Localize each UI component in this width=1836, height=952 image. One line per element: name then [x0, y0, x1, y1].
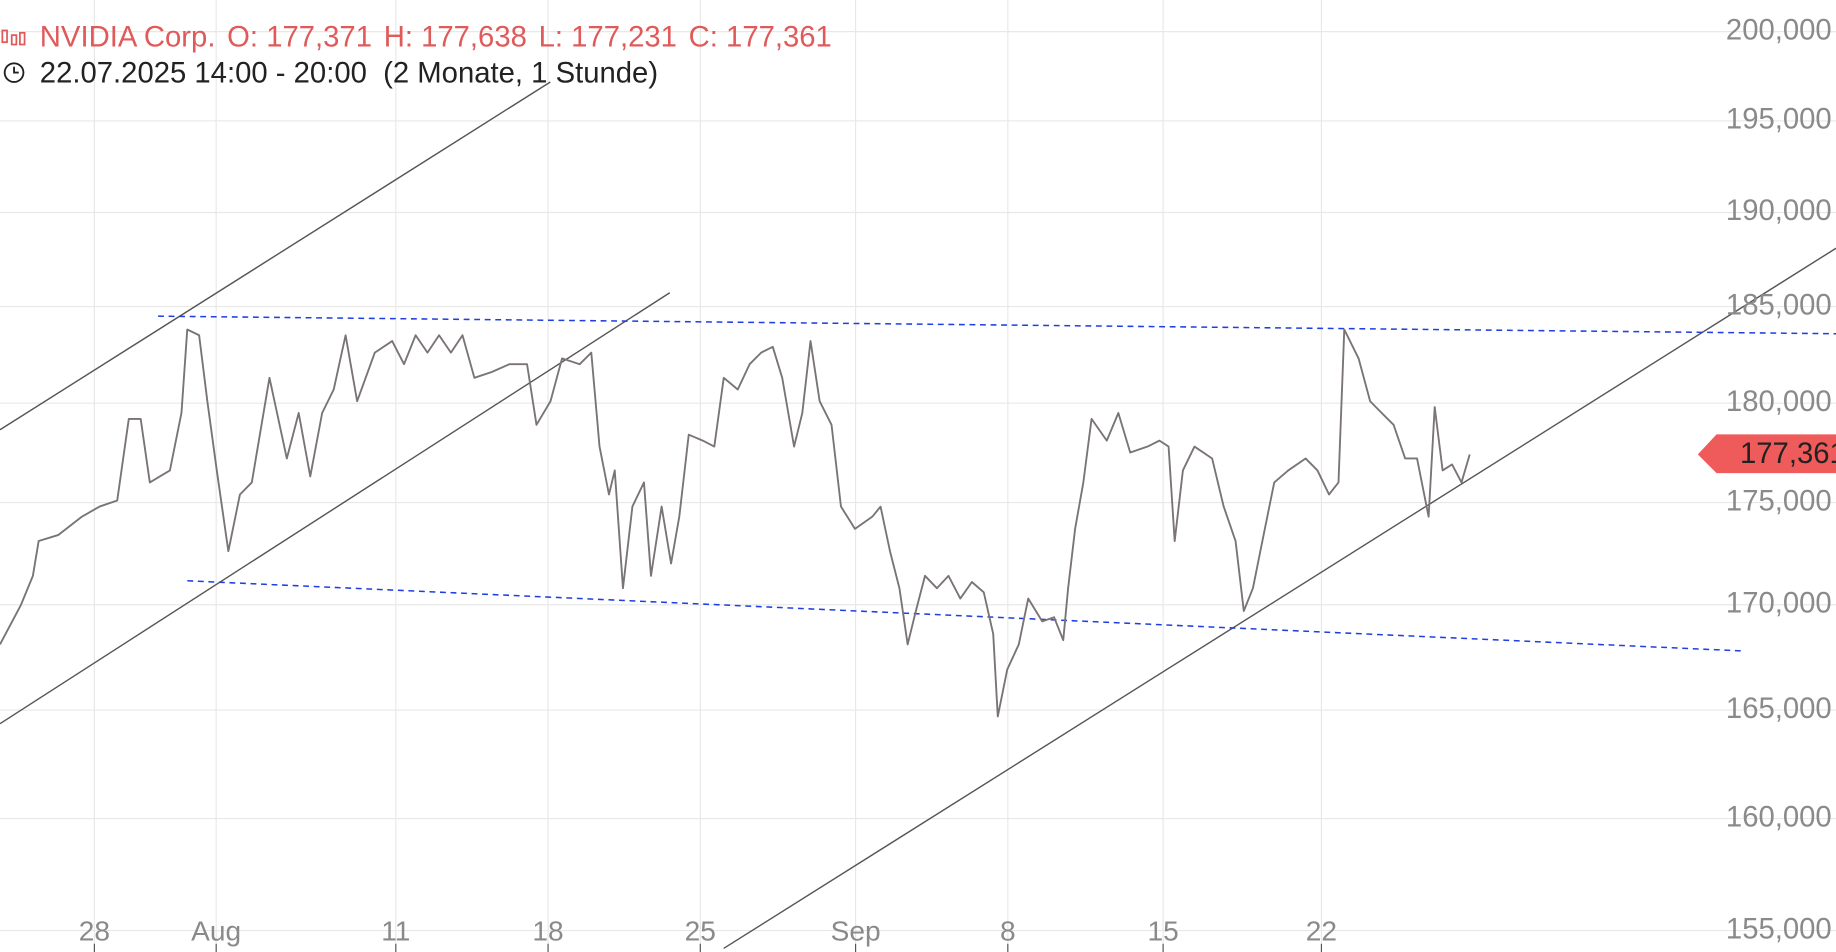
- plot: [0, 328, 1471, 718]
- y-tick-label: 180,000: [1726, 386, 1832, 418]
- x-tick-label: Aug: [191, 916, 241, 947]
- clock-icon: [3, 62, 25, 83]
- x-tick-label: 25: [685, 916, 716, 947]
- ohlc-value: O: 177,371: [227, 21, 372, 53]
- clock-hand: [13, 66, 19, 74]
- channel-line: [0, 292, 671, 725]
- header: NVIDIA Corp. O: 177,371 H: 177,638 L: 177,2…: [1, 21, 832, 90]
- x-tick-label: 18: [532, 916, 563, 947]
- drawings: [0, 81, 1836, 950]
- subtitle: 22.07.2025 14:00 - 20:00 (2 Monate, 1 St…: [40, 58, 658, 90]
- price-tag: [1697, 434, 1836, 474]
- x-tick-label: Sep: [831, 916, 881, 947]
- y-tick-label: 200,000: [1726, 14, 1832, 46]
- trend-line: [187, 580, 1745, 652]
- y-tick-label: 175,000: [1726, 485, 1832, 517]
- candle-icon: [1, 29, 26, 46]
- trend-line: [158, 315, 1836, 335]
- x-tick-label: 8: [1000, 916, 1016, 947]
- x-tick-label: 15: [1147, 916, 1178, 947]
- channel-line: [0, 81, 551, 431]
- price-line: [0, 328, 1471, 718]
- ohlc-value: L: 177,231: [539, 21, 677, 53]
- last-price-tag: 177,361: [1697, 434, 1836, 474]
- ohlc-value: C: 177,361: [689, 21, 832, 53]
- x-tick-label: 28: [79, 916, 110, 947]
- instrument: NVIDIA Corp.: [40, 21, 216, 53]
- ohlc-value: H: 177,638: [384, 21, 527, 53]
- channel-line: [723, 247, 1836, 950]
- y-tick-label: 155,000: [1726, 913, 1832, 945]
- y-tick-label: 185,000: [1726, 289, 1832, 321]
- y-tick-label: 170,000: [1726, 587, 1832, 619]
- x-tick-label: 11: [381, 916, 410, 947]
- y-tick-label: 165,000: [1726, 693, 1832, 725]
- price-tag-label: 177,361: [1740, 438, 1836, 470]
- x-tick-label: 22: [1306, 916, 1337, 947]
- y-tick-label: 195,000: [1726, 104, 1832, 136]
- y-tick-label: 160,000: [1726, 801, 1832, 833]
- header-line: NVIDIA Corp. O: 177,371 H: 177,638 L: 177,2…: [40, 21, 832, 53]
- y-tick-label: 190,000: [1726, 195, 1832, 227]
